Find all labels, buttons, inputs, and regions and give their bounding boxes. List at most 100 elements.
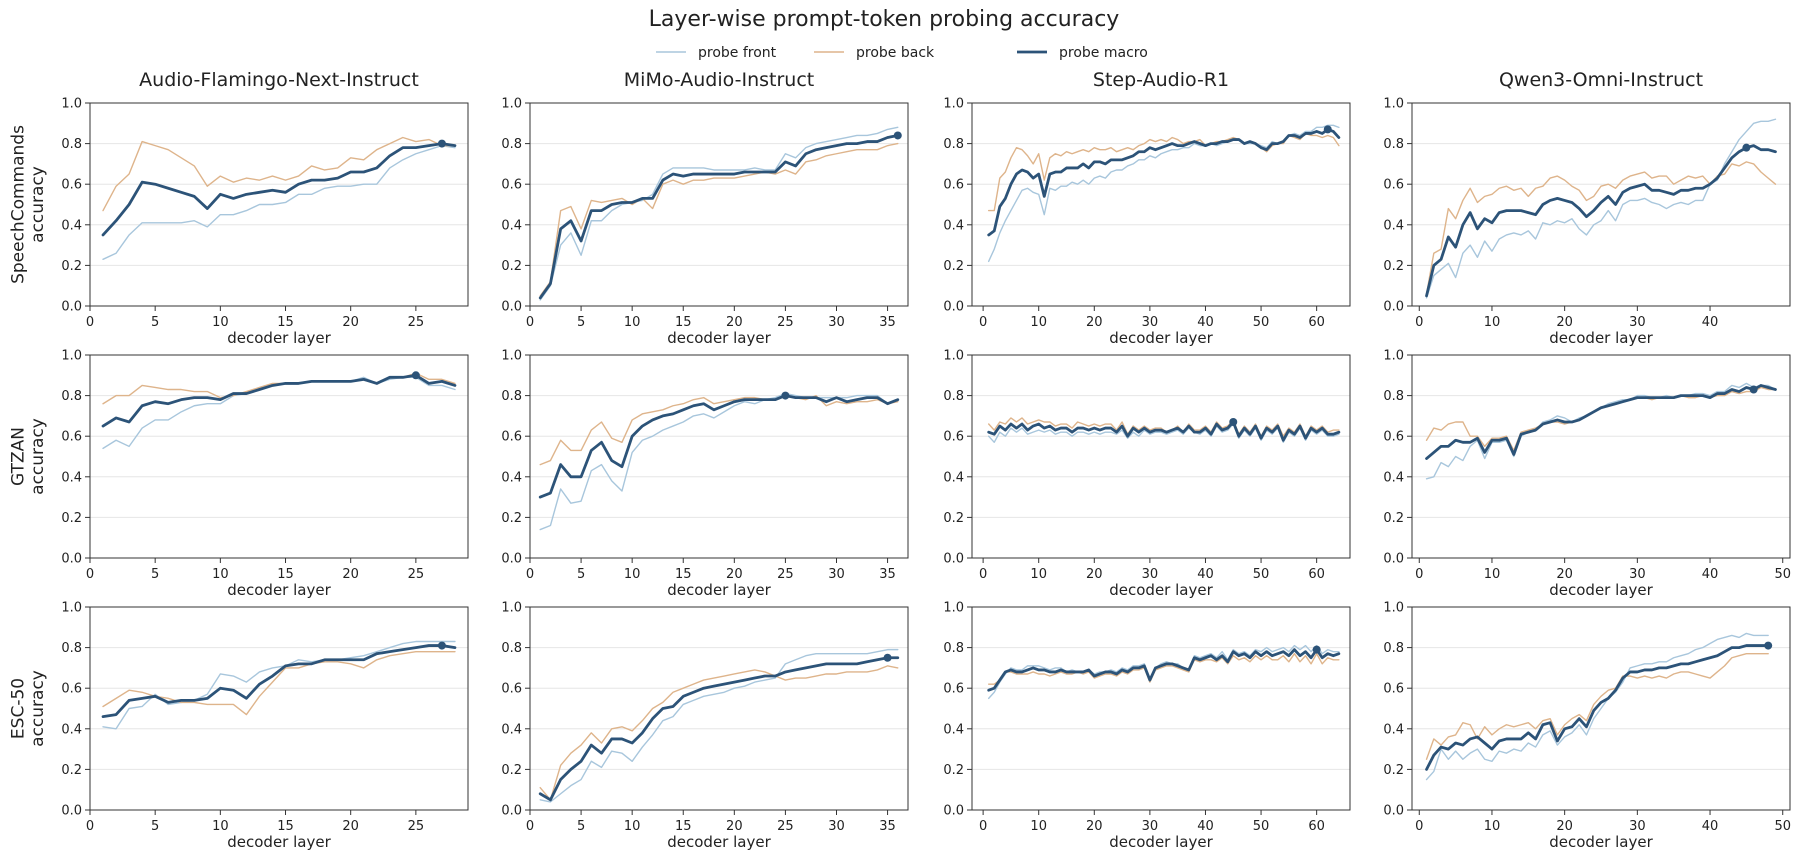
x-tick-label: 25	[408, 819, 425, 834]
y-tick-label: 0.8	[943, 137, 964, 152]
x-axis-label: decoder layer	[1109, 581, 1213, 599]
x-tick-label: 30	[1142, 819, 1159, 834]
series-line-probe-macro	[101, 644, 457, 719]
x-tick-label: 40	[1197, 819, 1214, 834]
y-tick-label: 0.6	[61, 178, 82, 193]
x-tick-label: 0	[1415, 567, 1423, 582]
x-tick-label: 30	[828, 315, 845, 330]
axes-frame	[529, 354, 909, 559]
x-tick-label: 20	[1556, 567, 1573, 582]
x-axis-label: decoder layer	[227, 581, 331, 599]
best-layer-marker	[1742, 143, 1751, 152]
y-tick-label: 1.0	[501, 349, 522, 364]
column-title: Step-Audio-R1	[1093, 69, 1229, 91]
x-tick-label: 30	[1142, 315, 1159, 330]
series-line-probe-macro	[538, 394, 900, 499]
y-tick-label: 0.6	[501, 682, 522, 697]
y-tick-label: 0.6	[1383, 430, 1404, 445]
y-tick-label: 0.6	[501, 178, 522, 193]
y-tick-label: 0.8	[943, 641, 964, 656]
y-tick-label: 0.0	[1383, 804, 1404, 819]
y-tick-label: 0.2	[501, 763, 522, 778]
x-tick-label: 60	[1308, 567, 1325, 582]
axes-frame	[529, 606, 909, 811]
panel-SpeechCommands-Audio-Flamingo-Next-Instruct: 0.0 0.2 0.4 0.6 0.8 1.0 0 5 10 15 20 25 decoder laye…	[61, 97, 469, 347]
panel-GTZAN-Audio-Flamingo-Next-Instruct: 0.0 0.2 0.4 0.6 0.8 1.0 0 5 10 15 20 25 decoder laye…	[61, 349, 469, 599]
best-layer-marker	[437, 139, 446, 148]
y-tick-label: 0.8	[61, 389, 82, 404]
series-line-probe-front	[539, 392, 899, 531]
series-line-probe-macro	[987, 648, 1341, 692]
x-tick-label: 40	[1197, 315, 1214, 330]
x-tick-label: 0	[1415, 315, 1423, 330]
axes-frame	[1411, 606, 1791, 811]
row-ylabel: accuracy	[28, 418, 48, 495]
x-tick-label: 5	[577, 315, 585, 330]
y-tick-label: 1.0	[943, 97, 964, 112]
x-axis-label: decoder layer	[1549, 833, 1653, 851]
x-tick-label: 10	[1484, 315, 1501, 330]
y-tick-label: 0.8	[943, 389, 964, 404]
y-tick-label: 0.2	[61, 763, 82, 778]
x-tick-label: 15	[675, 315, 692, 330]
series-line-probe-back	[539, 142, 899, 297]
x-tick-label: 0	[526, 315, 534, 330]
x-tick-label: 50	[1774, 567, 1791, 582]
y-tick-label: 0.6	[61, 682, 82, 697]
y-tick-label: 0.8	[501, 641, 522, 656]
x-tick-label: 20	[1086, 819, 1103, 834]
y-tick-label: 0.8	[1383, 641, 1404, 656]
x-tick-label: 10	[624, 315, 641, 330]
panel-GTZAN-MiMo-Audio-Instruct: 0.0 0.2 0.4 0.6 0.8 1.0 0 5 10 15 20 25 30 35 decoder …	[501, 349, 909, 599]
y-tick-label: 0.0	[1383, 300, 1404, 315]
y-tick-label: 0.2	[501, 511, 522, 526]
figure-title: Layer-wise prompt-token probing accuracy	[649, 7, 1120, 32]
row-ylabel: accuracy	[28, 166, 48, 243]
x-tick-label: 50	[1253, 567, 1270, 582]
y-tick-label: 0.2	[1383, 763, 1404, 778]
x-axis-label: decoder layer	[1549, 329, 1653, 347]
x-tick-label: 10	[624, 819, 641, 834]
series-line-probe-macro	[1425, 384, 1777, 460]
x-tick-label: 35	[879, 315, 896, 330]
x-tick-label: 5	[151, 819, 159, 834]
y-tick-label: 0.4	[61, 470, 82, 485]
axes-frame	[89, 102, 469, 307]
x-tick-label: 0	[979, 819, 987, 834]
y-tick-label: 0.8	[1383, 389, 1404, 404]
y-tick-label: 0.4	[1383, 722, 1404, 737]
y-tick-label: 0.0	[61, 804, 82, 819]
x-tick-label: 50	[1774, 819, 1791, 834]
series-line-probe-back	[102, 136, 456, 212]
x-tick-label: 20	[1086, 315, 1103, 330]
y-tick-label: 1.0	[943, 349, 964, 364]
y-tick-label: 0.2	[943, 763, 964, 778]
axes-frame	[89, 354, 469, 559]
x-axis-label: decoder layer	[1109, 329, 1213, 347]
x-tick-label: 5	[151, 567, 159, 582]
x-tick-label: 60	[1308, 819, 1325, 834]
series-line-probe-back	[1425, 652, 1769, 760]
y-tick-label: 0.4	[943, 722, 964, 737]
x-tick-label: 25	[408, 567, 425, 582]
series-line-probe-front	[1425, 632, 1769, 781]
y-tick-label: 0.0	[943, 300, 964, 315]
x-axis-label: decoder layer	[667, 581, 771, 599]
legend-item-probe-back: probe back	[814, 45, 935, 61]
x-tick-label: 10	[624, 567, 641, 582]
series-line-probe-macro	[987, 127, 1341, 237]
x-tick-label: 20	[726, 567, 743, 582]
axes-frame	[89, 606, 469, 811]
x-axis-label: decoder layer	[1109, 833, 1213, 851]
x-tick-label: 25	[777, 567, 794, 582]
y-tick-label: 0.6	[943, 682, 964, 697]
series-line-probe-back	[539, 394, 899, 466]
x-tick-label: 10	[212, 315, 229, 330]
x-tick-label: 0	[526, 567, 534, 582]
best-layer-marker	[1229, 417, 1238, 426]
x-tick-label: 0	[526, 819, 534, 834]
best-layer-marker	[1749, 385, 1758, 394]
x-tick-label: 15	[277, 315, 294, 330]
x-axis-label: decoder layer	[227, 329, 331, 347]
